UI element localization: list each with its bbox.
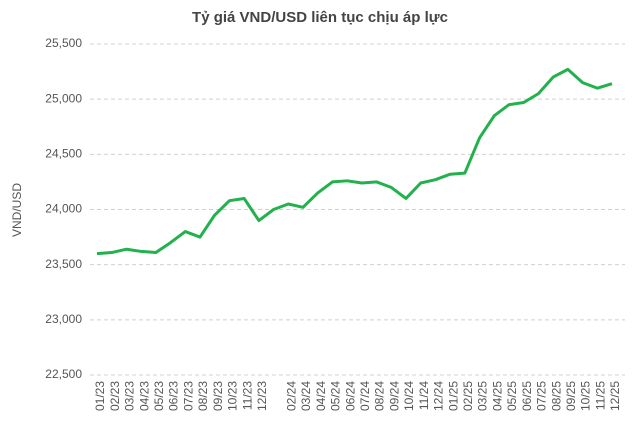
x-tick-label: 10/23 bbox=[226, 381, 240, 411]
x-tick-label: 07/23 bbox=[181, 381, 195, 411]
x-tick-label: 11/24 bbox=[417, 381, 431, 410]
x-tick-label: 12/25 bbox=[608, 381, 622, 411]
y-tick-label: 25,500 bbox=[45, 36, 82, 50]
x-tick-label: 03/23 bbox=[123, 381, 137, 411]
y-tick-label: 24,000 bbox=[45, 202, 82, 216]
x-tick-label: 11/25 bbox=[593, 381, 607, 410]
x-tick-label: 10/25 bbox=[579, 381, 593, 411]
x-tick-label: 01/25 bbox=[446, 381, 460, 411]
x-tick-label: 07/25 bbox=[535, 381, 549, 411]
chart-title: Tỷ giá VND/USD liên tục chịu áp lực bbox=[192, 9, 448, 26]
x-tick-label: 05/24 bbox=[329, 381, 343, 411]
y-tick-label: 24,500 bbox=[45, 147, 82, 161]
x-tick-label: 12/23 bbox=[255, 381, 269, 411]
x-tick-label: 11/23 bbox=[240, 381, 254, 410]
x-tick-label: 09/24 bbox=[387, 381, 401, 411]
x-tick-label: 12/24 bbox=[432, 381, 446, 411]
x-tick-label: 03/24 bbox=[299, 381, 313, 411]
y-tick-label: 23,500 bbox=[45, 257, 82, 271]
x-tick-label: 06/25 bbox=[520, 381, 534, 411]
x-tick-label: 06/24 bbox=[343, 381, 357, 411]
y-tick-label: 22,500 bbox=[45, 367, 82, 381]
x-tick-label: 05/25 bbox=[505, 381, 519, 411]
x-tick-label: 10/24 bbox=[402, 381, 416, 411]
x-tick-label: 04/24 bbox=[314, 381, 328, 411]
x-tick-label: 04/23 bbox=[137, 381, 151, 411]
x-tick-label: 07/24 bbox=[358, 381, 372, 411]
x-tick-label: 01/23 bbox=[93, 381, 107, 411]
x-tick-label: 02/25 bbox=[461, 381, 475, 411]
line bbox=[96, 67, 613, 256]
y-tick-label: 25,000 bbox=[45, 91, 82, 105]
x-tick-label: 08/23 bbox=[196, 381, 210, 411]
y-tick-label: 23,000 bbox=[45, 312, 82, 326]
x-tick-label: 08/24 bbox=[373, 381, 387, 411]
y-axis-title: VND/USD bbox=[10, 183, 24, 237]
x-tick-label: 02/23 bbox=[108, 381, 122, 411]
x-tick-label: 04/25 bbox=[490, 381, 504, 411]
x-tick-label: 08/25 bbox=[549, 381, 563, 411]
x-tick-label: 02/24 bbox=[284, 381, 298, 411]
x-tick-label: 09/23 bbox=[211, 381, 225, 411]
x-tick-label: 09/25 bbox=[564, 381, 578, 411]
x-tick-label: 05/23 bbox=[152, 381, 166, 411]
x-tick-label: 03/25 bbox=[476, 381, 490, 411]
x-tick-label: 06/23 bbox=[167, 381, 181, 411]
